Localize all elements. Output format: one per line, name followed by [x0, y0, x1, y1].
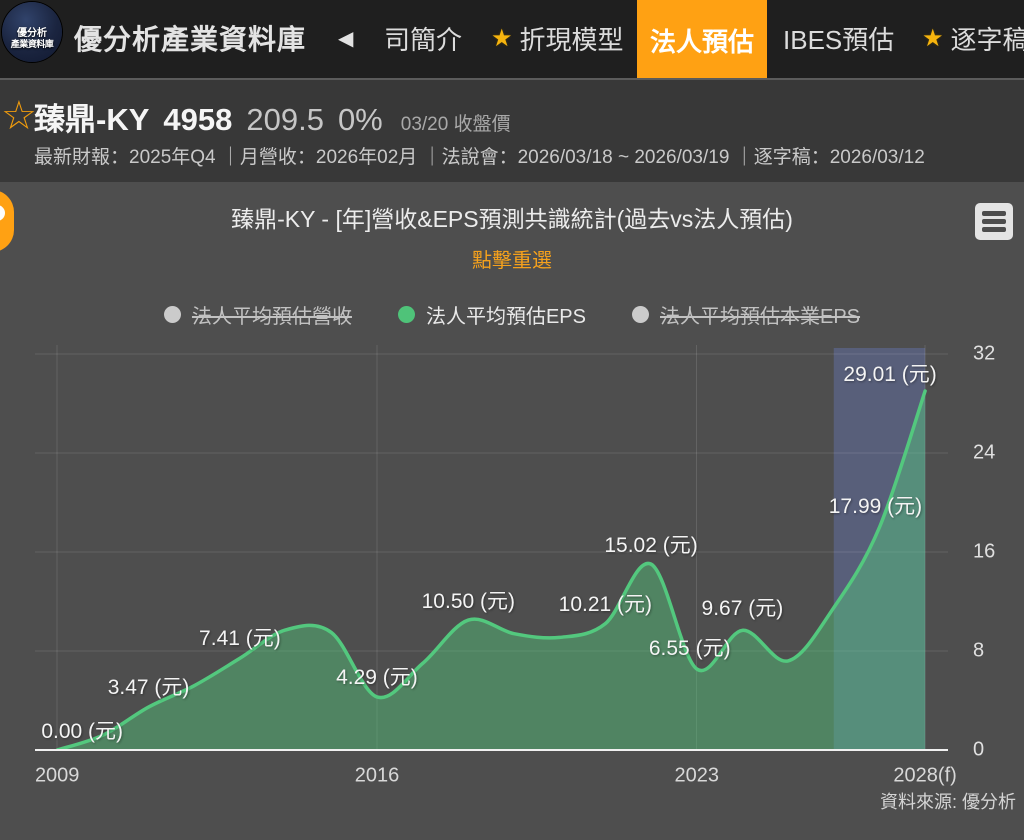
legend-label: 法人平均預估營收 [191, 305, 352, 328]
data-label-2021: 10.21 (元) [558, 592, 653, 616]
nav-item-label: IBES預估 [783, 24, 895, 55]
data-label-2027: 17.99 (元) [828, 495, 923, 519]
nav-item-dcf-model[interactable]: ★ 折現模型 [491, 0, 624, 76]
data-label-2022: 15.02 (元) [604, 534, 698, 558]
logo-text-line2: 產業資料庫 [10, 39, 54, 49]
stock-price: 209.5 [246, 102, 324, 137]
nav-scroll-left-icon[interactable]: ◀ [338, 27, 354, 50]
nav-tab-institutional-estimates[interactable]: 法人預估 [637, 0, 767, 80]
data-label-2016: 4.29 (元) [336, 665, 418, 689]
chart-menu-button[interactable] [975, 203, 1013, 240]
stock-change: 0% [337, 102, 383, 137]
top-navbar: 優分析 產業資料庫 優分析產業資料庫 ◀ 司簡介 ★ 折現模型 法人預估 IBE… [0, 0, 1024, 80]
nav-item-label: 折現模型 [519, 24, 624, 55]
data-label-2023: 6.55 (元) [648, 636, 731, 660]
legend-item-core-eps[interactable]: 法人平均預估本業EPS [632, 300, 860, 329]
x-axis-label: 2016 [354, 764, 400, 787]
data-label-2028: 29.01 (元) [843, 363, 937, 386]
stock-title-row: 臻鼎-KY 4958 209.5 0% 03/20 收盤價 [34, 94, 511, 139]
stock-name: 臻鼎-KY [34, 102, 150, 137]
menu-icon [982, 211, 1006, 216]
nav-item-label: 法人預估 [649, 26, 754, 57]
menu-icon [982, 219, 1006, 224]
legend-label: 法人平均預估本業EPS [660, 305, 861, 328]
data-label-2018: 10.50 (元) [421, 590, 515, 614]
legend-marker-icon [632, 305, 649, 323]
favorite-star-icon[interactable]: ☆ [1, 94, 37, 138]
menu-icon [982, 227, 1006, 232]
nav-item-label: 逐字稿 [950, 24, 1024, 55]
data-label-2009: 0.00 (元) [41, 720, 124, 743]
x-axis-label: 2023 [674, 764, 719, 787]
data-label-2013: 7.41 (元) [199, 627, 281, 651]
chart-subtitle-reset[interactable]: 點擊重選 [472, 250, 552, 272]
y-axis-label: 0 [973, 738, 985, 761]
nav-item-company-intro[interactable]: 司簡介 [384, 0, 462, 76]
app-logo[interactable]: 優分析 產業資料庫 [2, 2, 62, 62]
data-label-2024: 9.67 (元) [701, 597, 784, 621]
stock-info-line: 最新財報：2025年Q4 ｜月營收：2026年02月 ｜法說會：2026/03/… [34, 147, 925, 168]
y-axis-label: 32 [973, 342, 996, 365]
legend-marker-icon [397, 305, 415, 323]
app-title: 優分析產業資料庫 [74, 24, 307, 55]
legend-marker-icon [163, 305, 181, 323]
stock-header: ☆ 臻鼎-KY 4958 209.5 0% 03/20 收盤價 最新財報：202… [0, 80, 1024, 182]
price-date-note: 03/20 收盤價 [400, 114, 511, 135]
nav-item-ibes-estimates[interactable]: IBES預估 [783, 0, 894, 76]
data-source-note: 資料來源: 優分析 [879, 792, 1016, 812]
x-axis-label: 2028(f) [893, 764, 957, 787]
series-area-fill [57, 391, 926, 750]
logo-text-line1: 優分析 [17, 28, 47, 39]
legend-label: 法人平均預估EPS [425, 305, 586, 328]
star-icon: ★ [491, 24, 513, 52]
legend-item-revenue[interactable]: 法人平均預估營收 [163, 300, 352, 329]
y-axis-label: 24 [973, 441, 996, 464]
legend-item-eps[interactable]: 法人平均預估EPS [397, 300, 586, 329]
chart-legend: 法人平均預估營收 法人平均預估EPS 法人平均預估本業EPS [0, 298, 1024, 330]
series-line [55, 389, 927, 751]
chart-title: 臻鼎-KY - [年]營收&EPS預測共識統計(過去vs法人預估) [231, 206, 793, 232]
stock-code: 4958 [163, 102, 233, 137]
forecast-band [833, 348, 926, 750]
nav-item-transcript[interactable]: ★ 逐字稿 [922, 0, 1024, 76]
drawer-handle-button[interactable] [0, 190, 14, 252]
data-label-2011: 3.47 (元) [107, 676, 190, 700]
nav-item-label: 司簡介 [384, 24, 463, 55]
y-axis-label: 16 [973, 540, 996, 563]
y-axis-label: 8 [973, 639, 985, 662]
star-icon: ★ [922, 24, 944, 52]
navbar-divider [0, 78, 1024, 80]
x-axis-label: 2009 [34, 764, 80, 787]
chart-card: 臻鼎-KY - [年]營收&EPS預測共識統計(過去vs法人預估) 點擊重選 法… [0, 182, 1024, 840]
